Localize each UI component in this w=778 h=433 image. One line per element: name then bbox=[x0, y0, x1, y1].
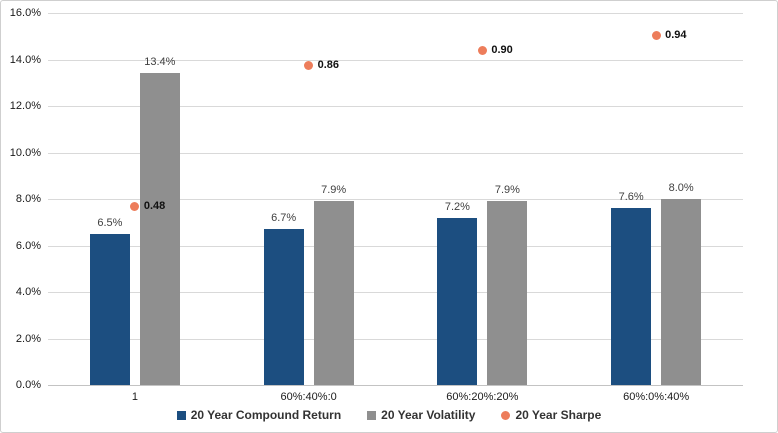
chart-legend: 20 Year Compound Return 20 Year Volatili… bbox=[1, 408, 777, 422]
y-axis-tick-label: 0.0% bbox=[15, 379, 41, 391]
gray-square-marker-icon bbox=[367, 410, 377, 420]
y-axis-tick-label: 14.0% bbox=[9, 53, 41, 66]
sharpe-value-label: 0.48 bbox=[143, 200, 166, 213]
y-gridline bbox=[48, 152, 743, 154]
x-axis-category-label: 60%:20%:20% bbox=[446, 391, 519, 403]
sharpe-dot bbox=[304, 60, 314, 70]
y-gridline bbox=[48, 338, 743, 340]
blue-square-marker-icon bbox=[176, 410, 186, 420]
x-axis-category-label: 60%:0%:40% bbox=[623, 391, 690, 403]
y-gridline bbox=[48, 59, 743, 61]
y-axis-tick-label: 10.0% bbox=[9, 146, 41, 159]
legend-label: 20 Year Volatility bbox=[381, 408, 476, 422]
legend-label: 20 Year Compound Return bbox=[190, 408, 342, 422]
sharpe-dot bbox=[651, 30, 661, 40]
volatility-bar bbox=[661, 199, 702, 385]
y-axis-tick-label: 4.0% bbox=[15, 286, 41, 298]
orange-circle-marker-icon bbox=[501, 410, 511, 420]
y-gridline bbox=[48, 199, 743, 200]
compound-return-bar bbox=[89, 233, 130, 385]
x-axis-category-label: 60%:40%:0 bbox=[280, 391, 337, 403]
y-axis-tick-label: 2.0% bbox=[15, 332, 41, 345]
volatility-bar bbox=[313, 201, 354, 385]
bar-value-label: 6.7% bbox=[271, 212, 297, 225]
compound-return-bar bbox=[437, 217, 478, 385]
volatility-bar bbox=[487, 201, 528, 385]
legend-item-volatility: 20 Year Volatility bbox=[367, 408, 475, 422]
y-gridline bbox=[48, 106, 743, 107]
bar-value-label: 7.2% bbox=[444, 200, 470, 213]
y-axis-tick-label: 16.0% bbox=[9, 7, 41, 19]
x-axis-category-label: 1 bbox=[131, 391, 138, 403]
bar-value-label: 13.4% bbox=[144, 56, 176, 69]
bar-value-label: 8.0% bbox=[668, 182, 694, 194]
bar-value-label: 7.6% bbox=[618, 191, 644, 204]
y-gridline bbox=[48, 292, 743, 293]
legend-item-sharpe: 20 Year Sharpe bbox=[501, 408, 601, 422]
sharpe-value-label: 0.94 bbox=[665, 29, 687, 42]
sharpe-value-label: 0.86 bbox=[317, 59, 340, 72]
compound-return-bar bbox=[611, 208, 652, 385]
x-axis-line bbox=[48, 385, 743, 386]
legend-item-compound-return: 20 Year Compound Return bbox=[176, 408, 342, 422]
sharpe-dot bbox=[130, 201, 140, 211]
bar-value-label: 7.9% bbox=[321, 184, 347, 197]
y-axis-tick-label: 6.0% bbox=[15, 239, 41, 252]
sharpe-dot bbox=[477, 45, 487, 55]
y-gridline bbox=[48, 245, 743, 247]
y-gridline bbox=[48, 13, 743, 14]
y-axis-tick-label: 12.0% bbox=[9, 100, 41, 112]
sharpe-value-label: 0.90 bbox=[491, 44, 513, 57]
bar-value-label: 7.9% bbox=[494, 184, 520, 197]
y-axis-tick-label: 8.0% bbox=[15, 193, 41, 205]
legend-label: 20 Year Sharpe bbox=[515, 408, 602, 422]
volatility-bar bbox=[139, 73, 180, 385]
compound-return-bar bbox=[263, 229, 304, 385]
bar-value-label: 6.5% bbox=[97, 216, 123, 229]
